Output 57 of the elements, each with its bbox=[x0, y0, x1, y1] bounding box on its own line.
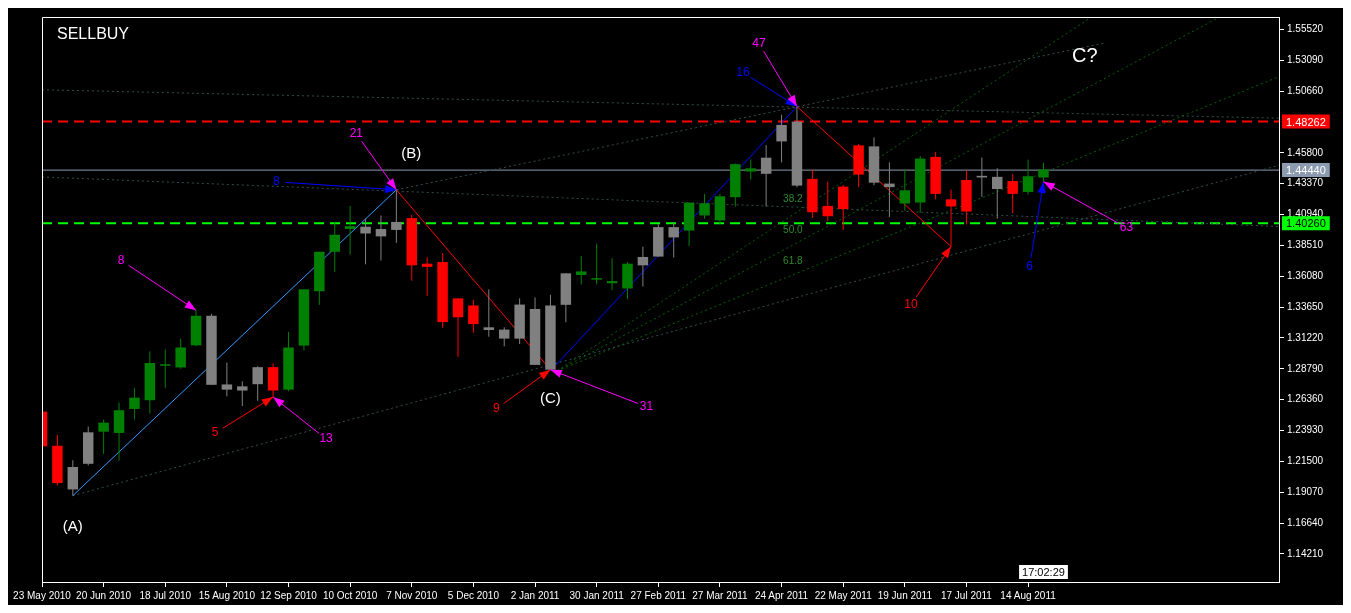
ref-line-label: 1.40260 bbox=[1286, 217, 1326, 230]
y-tick-label: 1.31220 bbox=[1287, 331, 1324, 343]
text: SELLBUY bbox=[57, 25, 130, 43]
annotation: (A) bbox=[62, 516, 83, 534]
y-tick-label: 1.23930 bbox=[1287, 424, 1324, 436]
x-tick-label: 27 Mar 2011 bbox=[692, 589, 749, 601]
annotation: 8 bbox=[117, 252, 125, 267]
y-tick-label: 1.33650 bbox=[1287, 300, 1324, 312]
x-tick-label: 27 Feb 2011 bbox=[630, 589, 687, 601]
x-tick-label: 15 Aug 2010 bbox=[198, 589, 256, 601]
x-tick-label: 14 Aug 2011 bbox=[1000, 589, 1057, 601]
annotation: 38.2 bbox=[783, 192, 804, 204]
x-tick-label: 22 May 2011 bbox=[814, 589, 873, 601]
x-tick-label: 19 Jun 2011 bbox=[877, 589, 933, 601]
annotation: 47 bbox=[752, 35, 766, 50]
x-tick-label: 12 Sep 2010 bbox=[260, 589, 318, 601]
x-tick-label: 2 Jan 2011 bbox=[510, 589, 560, 601]
y-tick-label: 1.21500 bbox=[1287, 455, 1324, 467]
x-tick-label: 30 Jan 2011 bbox=[569, 589, 625, 601]
annotation: (C) bbox=[540, 388, 561, 406]
x-tick-label: 24 Apr 2011 bbox=[754, 589, 809, 601]
y-tick-label: 1.53090 bbox=[1287, 54, 1324, 66]
y-tick-label: 1.36080 bbox=[1287, 270, 1324, 282]
y-tick-label: 1.55520 bbox=[1287, 23, 1324, 35]
x-tick-label: 18 Jul 2010 bbox=[139, 589, 192, 601]
ref-line-label: 1.48262 bbox=[1286, 115, 1326, 128]
x-tick-label: 17 Jul 2011 bbox=[940, 589, 993, 601]
y-tick-label: 1.16640 bbox=[1287, 516, 1324, 528]
x-tick-label: 7 Nov 2010 bbox=[386, 589, 438, 601]
y-tick-label: 1.28790 bbox=[1287, 362, 1324, 374]
y-tick-label: 1.45800 bbox=[1287, 146, 1324, 158]
annotation: 31 bbox=[639, 399, 654, 414]
annotation: 10 bbox=[904, 296, 919, 311]
y-tick-label: 1.50660 bbox=[1287, 84, 1324, 96]
x-tick-label: 23 May 2010 bbox=[13, 589, 72, 601]
annotation: 50.0 bbox=[783, 223, 804, 235]
annotation: C? bbox=[1072, 44, 1098, 67]
annotation: 6 bbox=[1026, 258, 1034, 273]
annotation: (B) bbox=[401, 143, 422, 161]
annotation: 16 bbox=[736, 64, 750, 79]
annotation: 9 bbox=[493, 401, 501, 416]
annotation: 61.8 bbox=[783, 254, 804, 266]
y-tick-label: 1.43370 bbox=[1287, 177, 1324, 189]
annotation: 63 bbox=[1119, 219, 1134, 234]
annotation: 5 bbox=[211, 425, 219, 440]
y-tick-label: 1.19070 bbox=[1287, 485, 1324, 497]
y-tick-label: 1.14210 bbox=[1287, 547, 1324, 559]
annotation: 8 bbox=[273, 174, 281, 189]
x-tick-label: 20 Jun 2010 bbox=[76, 589, 132, 601]
y-tick-label: 1.38510 bbox=[1287, 239, 1324, 251]
ref-line-label: 1.44440 bbox=[1286, 164, 1326, 177]
y-tick-label: 1.26360 bbox=[1287, 393, 1324, 405]
annotation: 13 bbox=[319, 431, 334, 446]
annotation: 17:02:29 bbox=[1022, 566, 1065, 579]
x-tick-label: 5 Dec 2010 bbox=[447, 589, 500, 601]
annotation: 21 bbox=[349, 126, 364, 141]
x-tick-label: 10 Oct 2010 bbox=[322, 589, 378, 601]
